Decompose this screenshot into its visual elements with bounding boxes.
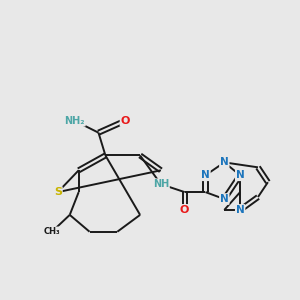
Text: NH₂: NH₂ <box>64 116 85 126</box>
Text: N: N <box>236 170 244 180</box>
Text: N: N <box>236 205 244 215</box>
Text: O: O <box>180 205 189 215</box>
Text: S: S <box>54 187 62 197</box>
Text: NH: NH <box>153 179 169 189</box>
Text: CH₃: CH₃ <box>44 227 60 236</box>
Text: N: N <box>220 194 229 204</box>
Text: N: N <box>201 170 210 180</box>
Text: N: N <box>220 158 229 167</box>
Text: O: O <box>121 116 130 126</box>
